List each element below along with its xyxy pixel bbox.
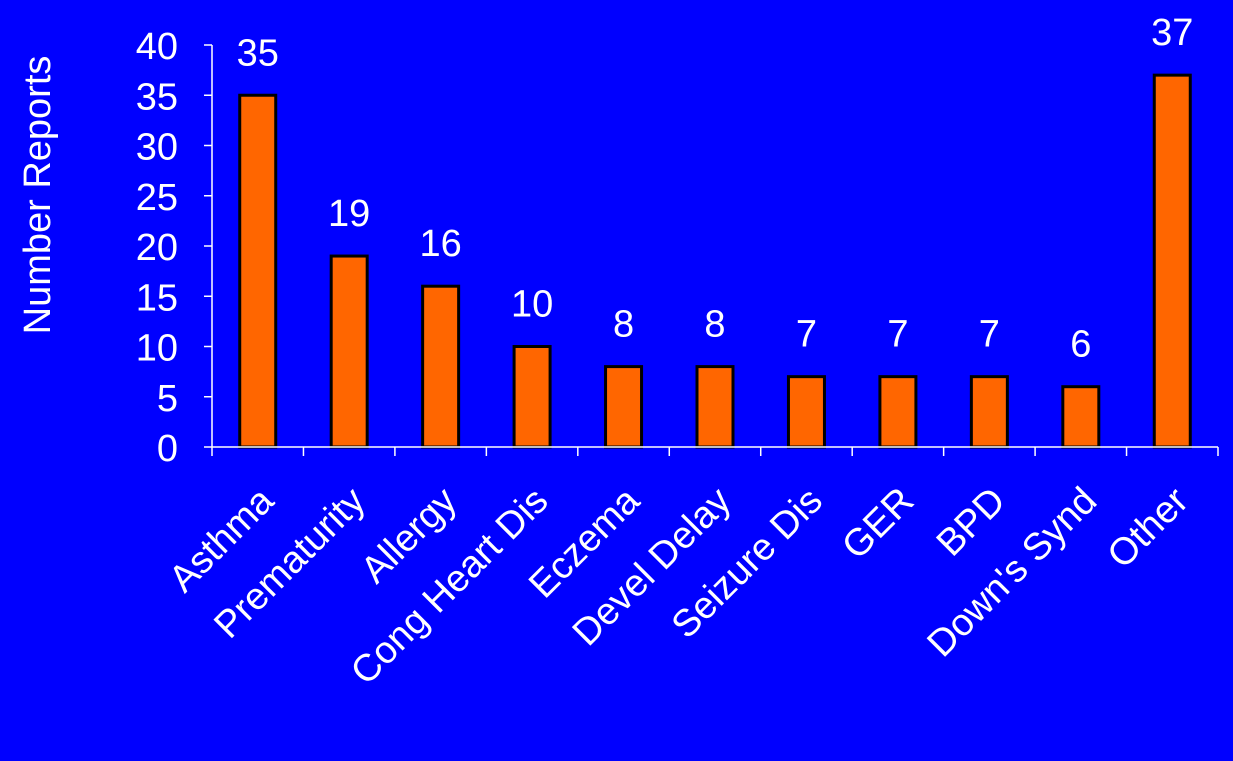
bar xyxy=(421,284,461,449)
category-label: Other xyxy=(1100,479,1197,576)
bar xyxy=(695,365,735,449)
y-tick-label: 10 xyxy=(136,328,178,370)
y-tick-label: 15 xyxy=(136,277,178,319)
category-label: Down's Synd xyxy=(920,480,1106,666)
y-axis-title: Number Reports xyxy=(17,56,59,335)
y-tick-label: 5 xyxy=(157,378,178,420)
y-tick-label: 40 xyxy=(136,26,178,68)
bars-layer xyxy=(238,73,1192,449)
y-tick-label: 25 xyxy=(136,177,178,219)
bar-value-label: 16 xyxy=(419,223,461,265)
bar-value-label: 6 xyxy=(1070,324,1091,366)
bar xyxy=(1152,73,1192,449)
bar-value-label: 7 xyxy=(796,314,817,356)
category-label: BPD xyxy=(929,480,1014,565)
bar-value-label: 10 xyxy=(511,284,553,326)
y-tick-label: 35 xyxy=(136,76,178,118)
bar-value-label: 8 xyxy=(704,304,725,346)
data-labels-layer: 35 19 16 10 8 8 7 7 7 6 37 xyxy=(237,12,1194,366)
x-ticks-layer xyxy=(211,447,1219,456)
bar-value-label: 7 xyxy=(887,314,908,356)
y-tick-label: 0 xyxy=(157,428,178,470)
bar xyxy=(512,345,552,449)
bar xyxy=(604,365,644,449)
category-label: GER xyxy=(834,480,922,568)
bar-value-label: 35 xyxy=(237,32,279,74)
bar-value-label: 7 xyxy=(979,314,1000,356)
bar xyxy=(878,375,918,449)
bar-value-label: 37 xyxy=(1151,12,1193,54)
bar xyxy=(238,93,278,449)
y-tick-label: 30 xyxy=(136,127,178,169)
bar xyxy=(969,375,1009,449)
y-ticks-layer: 0 5 10 15 20 25 30 35 40 xyxy=(136,26,212,470)
bar xyxy=(1061,385,1101,449)
bar xyxy=(329,254,369,449)
bar xyxy=(786,375,826,449)
y-tick-label: 20 xyxy=(136,227,178,269)
bar-value-label: 8 xyxy=(613,304,634,346)
bar-value-label: 19 xyxy=(328,193,370,235)
